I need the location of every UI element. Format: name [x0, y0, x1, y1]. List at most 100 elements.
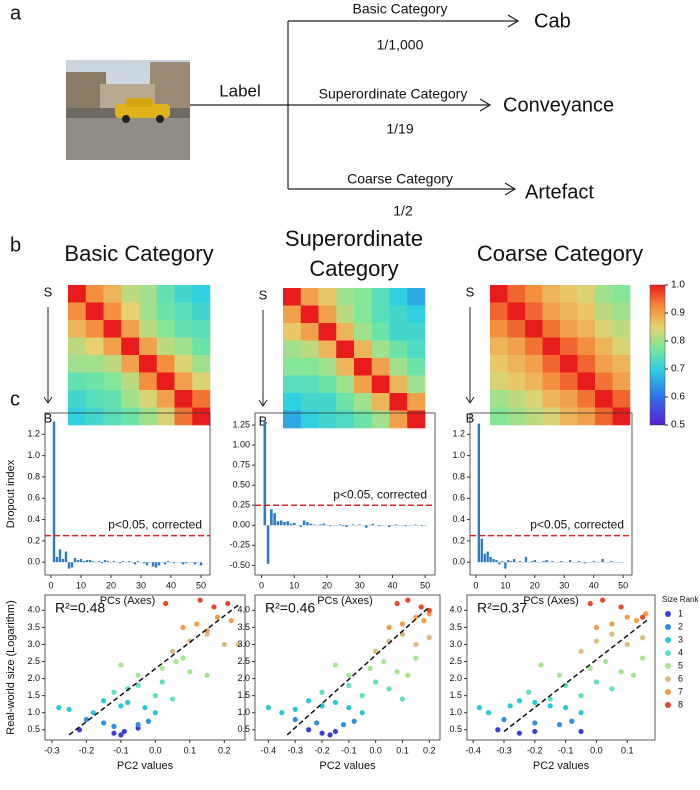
scatter-point [197, 597, 203, 603]
x-tick-label: -0.2 [79, 745, 95, 755]
scatter-point [547, 703, 553, 709]
scatter-point [125, 699, 131, 706]
scatter-point [532, 699, 538, 706]
bar [292, 522, 296, 526]
heatmap-cell [68, 302, 87, 321]
scatter-point [83, 716, 89, 723]
scatter-point [624, 614, 630, 620]
scatter-point [532, 720, 538, 726]
bar [193, 562, 197, 565]
scatter-point [332, 699, 339, 706]
y-tick-label: 1.0 [452, 450, 465, 460]
y-tick-label: 0.6 [452, 493, 465, 503]
branch-ratio: 1/19 [386, 121, 413, 137]
heatmap-cell [68, 337, 87, 356]
legend-swatch [665, 702, 671, 708]
heatmap-cell [507, 302, 526, 321]
y-tick-label: 1.0 [27, 450, 40, 460]
scatter-point [618, 669, 624, 675]
heatmap-cell [595, 337, 613, 356]
heatmap-cell [560, 407, 578, 426]
axis-start-label: S [259, 287, 268, 302]
heatmap-cell [192, 337, 211, 356]
y-tick-label: -0.25 [229, 540, 250, 550]
heatmap-cell [121, 285, 140, 303]
heatmap-cell [612, 372, 631, 391]
heatmap-cell [156, 372, 175, 391]
scatter-point [187, 669, 193, 675]
bar [154, 562, 158, 568]
heatmap-cell [318, 340, 337, 359]
scatter-point [101, 720, 107, 726]
legend-swatch [665, 650, 671, 656]
scatter-point [159, 665, 165, 671]
scatter-point [327, 732, 333, 738]
y-tick-label: 3.5 [449, 622, 462, 632]
x-tick-label: -0.1 [113, 745, 129, 755]
x-axis-label: PCs (Axes) [317, 595, 373, 607]
y-tick-label: 3.0 [237, 639, 250, 649]
heatmap-cell [156, 285, 175, 303]
bar [85, 560, 89, 563]
chart-title: Coarse Category [477, 241, 643, 266]
x-tick-label: 0.2 [423, 745, 436, 755]
bar [91, 561, 95, 563]
photo [66, 60, 190, 160]
heatmap-cell [371, 358, 390, 376]
heatmap-cell [174, 372, 193, 391]
heatmap-cell [103, 372, 122, 391]
bar [106, 561, 110, 563]
threshold-label: p<0.05, corrected [333, 487, 427, 501]
scatter-point [640, 635, 646, 641]
bar [610, 561, 613, 563]
panel-label: c [10, 388, 20, 410]
x-tick-label: 10 [500, 580, 510, 590]
bar [483, 553, 486, 563]
bar [504, 562, 507, 569]
bar [97, 561, 101, 563]
scatter-point [476, 704, 482, 711]
scatter-point [418, 604, 424, 610]
heatmap-cell [612, 320, 631, 338]
bar [136, 561, 140, 563]
bar [592, 561, 595, 563]
bar [404, 525, 407, 527]
heatmap-cell [283, 305, 302, 324]
heatmap-cell [121, 337, 140, 356]
heatmap-cell [525, 285, 543, 303]
legend-label: 6 [678, 673, 683, 683]
scatter-point [413, 655, 419, 661]
scatter-point [421, 617, 427, 624]
bar [172, 562, 176, 564]
heatmap-cell [121, 390, 140, 408]
heatmap-cell [354, 410, 373, 429]
heatmap-cell [525, 372, 543, 391]
fit-line [286, 606, 430, 736]
colorbar-tick-label: 0.9 [671, 308, 685, 319]
scatter-point [386, 686, 392, 692]
heatmap-cell [507, 320, 526, 338]
bar [145, 562, 149, 566]
scatter-point [532, 728, 538, 735]
scatter-point [180, 624, 186, 631]
heatmap-cell [139, 355, 158, 373]
legend-swatch [665, 624, 671, 630]
bar [524, 556, 528, 563]
heatmap-cell [595, 302, 613, 321]
scatter-point [111, 689, 117, 695]
heatmap-cell [103, 285, 122, 303]
heatmap-cell [560, 390, 578, 408]
heatmap-cell [192, 355, 211, 373]
heatmap-cell [525, 390, 543, 408]
bar [342, 525, 345, 527]
bar [414, 524, 417, 526]
scatter-point [142, 704, 148, 711]
scatter-point [394, 669, 400, 675]
heatmap-cell [156, 390, 175, 408]
x-tick-label: -0.2 [527, 745, 543, 755]
plot-frame [254, 412, 436, 576]
heatmap-cell [121, 372, 140, 391]
heatmap-cell [354, 375, 373, 394]
x-axis-label: PCs (Axes) [100, 595, 156, 607]
heatmap-cell [318, 358, 337, 376]
